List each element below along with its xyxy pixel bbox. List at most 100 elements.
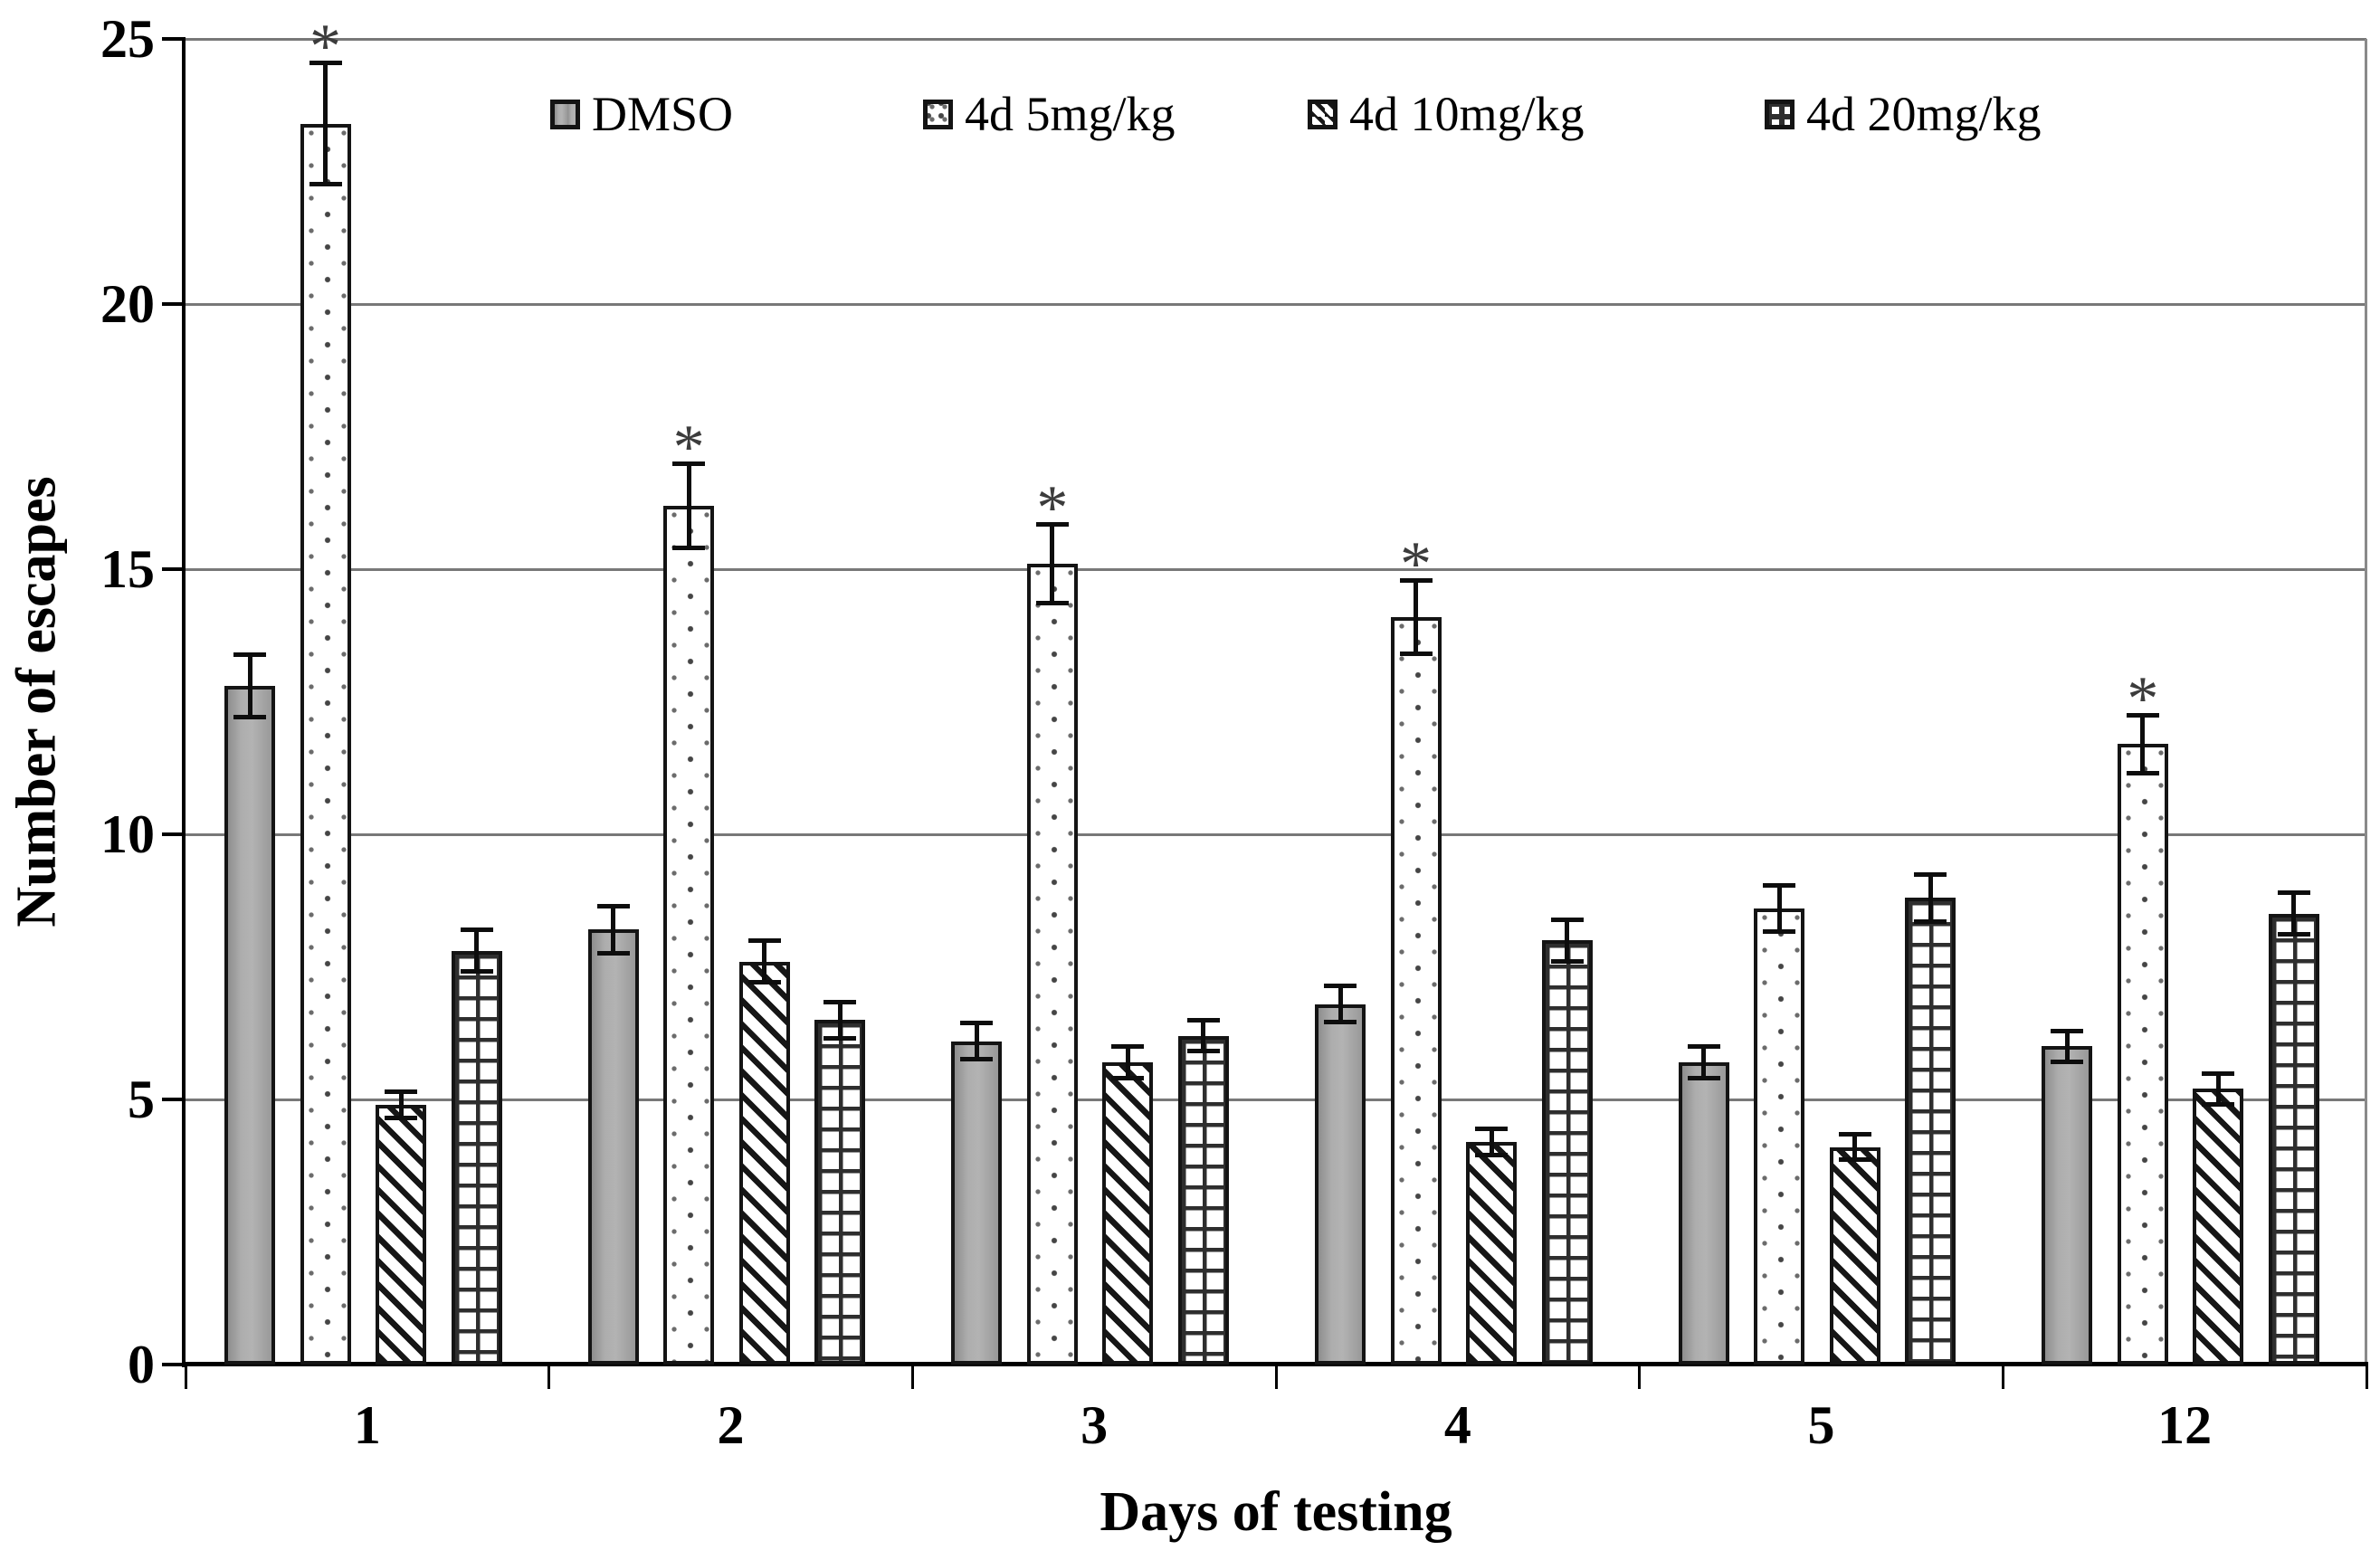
error-bar-cap-bottom — [385, 1115, 417, 1120]
x-axis-tick — [2365, 1365, 2368, 1389]
x-axis-tick — [910, 1365, 914, 1389]
error-bar-cap-top — [672, 461, 706, 466]
error-bar-cap-bottom — [1324, 1020, 1357, 1025]
gridline-y-15 — [186, 567, 2366, 571]
bar-diagonal-day-3 — [1102, 1061, 1154, 1365]
significance-star: * — [672, 412, 705, 482]
error-bar-cap-bottom — [309, 182, 342, 187]
y-axis-line — [182, 39, 186, 1367]
error-bar-cap-top — [460, 927, 493, 933]
error-bar-cap-top — [1186, 1018, 1220, 1023]
error-bar-cap-top — [1687, 1044, 1720, 1050]
legend-item-grid: 4d 20mg/kg — [1765, 87, 2042, 141]
gridline-y-20 — [186, 302, 2366, 306]
error-bar-cap-bottom — [1914, 918, 1947, 924]
bar-grid-day-5 — [1905, 898, 1956, 1365]
bar-dots-day-3 — [1026, 564, 1078, 1365]
y-axis-tick — [162, 832, 186, 836]
y-axis-title-box: Number of escapes — [2, 39, 72, 1365]
error-bar — [1489, 1128, 1494, 1156]
error-bar-cap-bottom — [2051, 1059, 2084, 1064]
error-bar — [1852, 1134, 1858, 1161]
error-bar-cap-bottom — [2202, 1101, 2235, 1107]
error-bar-cap-bottom — [960, 1057, 994, 1062]
error-bar — [1701, 1046, 1707, 1079]
significance-star: * — [1036, 473, 1069, 544]
x-axis-tick — [184, 1365, 187, 1389]
bar-grid-day-4 — [1541, 940, 1593, 1365]
error-bar — [398, 1091, 404, 1118]
x-axis-tick — [547, 1365, 551, 1389]
bar-diagonal-day-4 — [1466, 1141, 1517, 1365]
error-bar-cap-bottom — [1687, 1075, 1720, 1080]
error-bar-cap-top — [233, 652, 266, 657]
y-tick-label: 10 — [100, 804, 155, 864]
error-bar — [247, 653, 252, 718]
bar-solid-gray-day-3 — [951, 1041, 1003, 1365]
error-bar-cap-bottom — [1399, 651, 1433, 656]
plot-area: 0 5 10 15 20 25 1 2 3 4 5 12 * * * * * DMSO 4d 5mg/kg 4d 10… — [100, 9, 2368, 1455]
error-bar — [686, 462, 691, 548]
error-bar-cap-top — [960, 1021, 994, 1026]
legend-swatch-dots-icon — [923, 99, 953, 129]
error-bar — [837, 1001, 843, 1039]
error-bar-cap-top — [2202, 1070, 2235, 1076]
error-bar — [1565, 918, 1569, 962]
error-bar-cap-top — [2126, 713, 2159, 718]
error-bar-cap-bottom — [233, 715, 266, 720]
x-category-label: 12 — [2157, 1395, 2213, 1455]
gridline-y-5 — [186, 1098, 2366, 1101]
error-bar — [474, 929, 479, 973]
y-axis-tick — [162, 1098, 186, 1101]
significance-star: * — [309, 12, 341, 82]
error-bar-cap-top — [1111, 1044, 1145, 1050]
legend-swatch-diagonal-icon — [1308, 99, 1338, 129]
error-bar-cap-bottom — [1838, 1157, 1871, 1163]
legend: DMSO 4d 5mg/kg 4d 10mg/kg 4d 20mg/kg — [186, 87, 2366, 141]
error-bar — [1125, 1046, 1130, 1079]
error-bar — [1414, 579, 1418, 654]
bar-diagonal-day-5 — [1829, 1146, 1880, 1365]
error-bar-cap-top — [1914, 871, 1947, 877]
error-bar — [2291, 892, 2297, 936]
bar-dots-day-12 — [2117, 744, 2168, 1365]
bar-diagonal-day-12 — [2193, 1089, 2244, 1365]
x-category-label: 2 — [717, 1395, 745, 1455]
error-bar-cap-top — [1550, 917, 1584, 922]
error-bar-cap-top — [1763, 882, 1796, 888]
y-tick-label: 0 — [128, 1335, 155, 1394]
error-bar — [611, 906, 616, 954]
error-bar-cap-top — [2051, 1028, 2084, 1033]
legend-item-solid-gray: DMSO — [550, 90, 733, 138]
bar-dots-day-4 — [1390, 616, 1442, 1365]
error-bar-cap-top — [596, 904, 630, 909]
significance-star: * — [2127, 664, 2159, 735]
x-axis-tick — [2001, 1365, 2004, 1389]
legend-label: 4d 5mg/kg — [965, 87, 1176, 141]
error-bar — [2215, 1072, 2221, 1105]
bar-diagonal-day-2 — [738, 961, 790, 1365]
x-category-label: 4 — [1443, 1395, 1471, 1455]
x-axis-line — [182, 1362, 2368, 1366]
error-bar-cap-bottom — [672, 545, 706, 550]
error-bar — [762, 940, 767, 984]
significance-star: * — [1400, 528, 1432, 599]
bar-dots-day-5 — [1754, 908, 1805, 1365]
bar-solid-gray-day-2 — [587, 929, 639, 1365]
error-bar-cap-top — [385, 1089, 417, 1095]
bar-grid-day-3 — [1177, 1035, 1229, 1365]
legend-swatch-solid-gray-icon — [550, 99, 580, 129]
bar-solid-gray-day-12 — [2042, 1046, 2093, 1365]
error-bar-cap-top — [1475, 1127, 1508, 1132]
error-bar — [1928, 873, 1933, 922]
error-bar-cap-bottom — [1475, 1152, 1508, 1157]
error-bar — [1201, 1020, 1206, 1052]
bar-grid-day-2 — [814, 1020, 866, 1365]
x-axis-tick — [1638, 1365, 1642, 1389]
error-bar — [1776, 884, 1782, 933]
legend-label: 4d 20mg/kg — [1806, 87, 2042, 141]
error-bar-cap-top — [1399, 577, 1433, 583]
y-axis-tick — [162, 37, 186, 41]
bar-grid-day-1 — [451, 950, 502, 1365]
